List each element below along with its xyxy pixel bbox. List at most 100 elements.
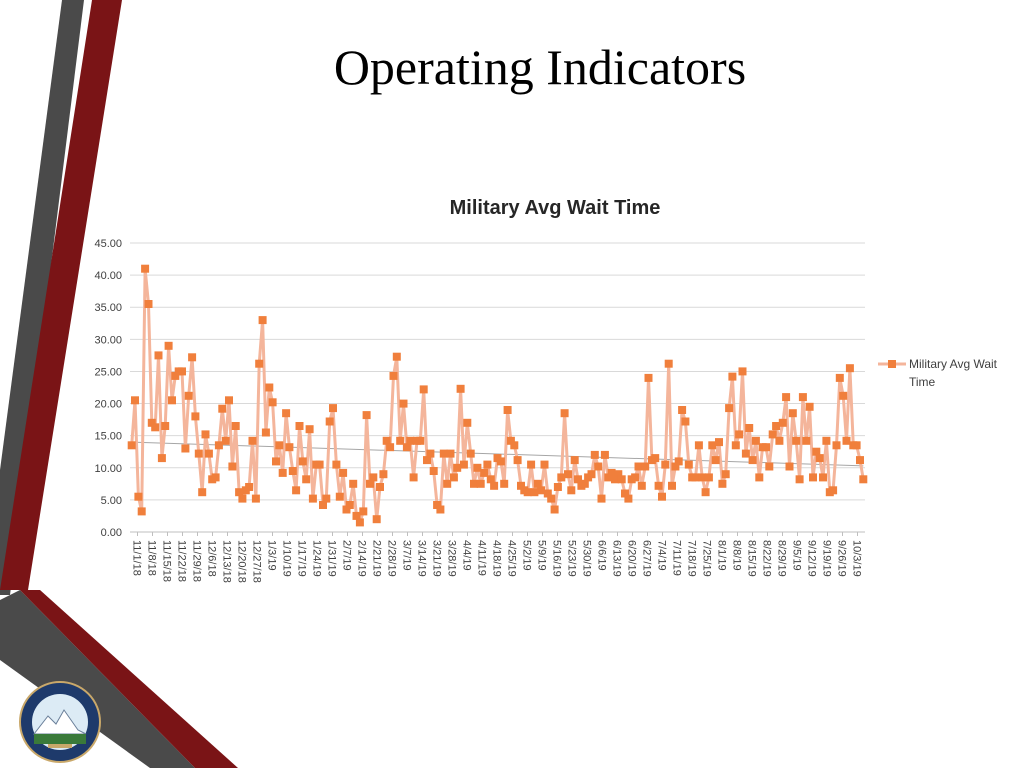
data-point <box>345 501 354 509</box>
x-tick-label: 12/20/18 <box>236 540 248 583</box>
data-point <box>795 475 804 484</box>
data-point <box>768 430 777 439</box>
maroon-bottom-band <box>20 590 238 768</box>
data-point <box>194 449 203 458</box>
data-point <box>161 422 170 430</box>
data-point <box>275 441 284 450</box>
x-tick-label: 1/24/19 <box>311 540 323 577</box>
x-tick-label: 6/27/19 <box>641 540 653 577</box>
data-point <box>570 456 579 465</box>
x-tick-label: 11/8/18 <box>146 540 158 576</box>
data-point <box>235 488 244 497</box>
data-point <box>557 473 566 482</box>
data-point <box>533 479 542 488</box>
data-point <box>587 470 596 479</box>
data-point <box>772 422 781 430</box>
data-point <box>738 367 747 376</box>
data-point <box>463 418 472 427</box>
data-point <box>131 396 139 405</box>
x-tick-label: 11/29/18 <box>191 540 203 582</box>
x-tick-label: 2/14/19 <box>356 540 368 577</box>
data-point <box>785 462 794 471</box>
data-point <box>409 473 418 482</box>
x-tick-label: 6/6/19 <box>596 540 608 571</box>
data-point <box>228 462 237 471</box>
data-point <box>564 470 572 479</box>
x-tick-label: 11/15/18 <box>161 540 173 582</box>
data-point <box>372 515 381 524</box>
data-point <box>845 364 854 373</box>
data-point <box>362 411 371 420</box>
data-point <box>624 494 633 503</box>
x-tick-label: 11/22/18 <box>176 540 188 582</box>
data-point <box>641 462 650 471</box>
legend-label: Military Avg Wait Time <box>909 357 1000 389</box>
data-point <box>792 436 801 445</box>
data-point <box>654 481 663 490</box>
data-point <box>211 473 220 482</box>
x-tick-label: 7/4/19 <box>656 540 668 571</box>
x-tick-label: 7/18/19 <box>686 540 698 577</box>
data-point <box>798 393 807 402</box>
data-point <box>198 488 207 497</box>
data-point <box>201 430 210 439</box>
data-point <box>164 341 173 350</box>
gray-bottom-band <box>0 590 195 768</box>
data-point <box>214 441 223 450</box>
data-point <box>382 436 391 445</box>
data-point <box>396 436 405 445</box>
data-point <box>543 489 552 498</box>
slide-title: Operating Indicators <box>333 39 747 95</box>
x-axis-ticks: 11/1/18 11/8/18 11/15/18 11/22/18 11/29/18 12… <box>131 532 863 583</box>
data-point <box>157 454 166 463</box>
data-point <box>342 505 351 514</box>
data-point <box>839 391 848 400</box>
data-point <box>678 406 687 414</box>
data-point <box>218 404 227 413</box>
data-point <box>476 479 485 488</box>
data-point <box>537 486 546 495</box>
data-point <box>389 371 398 380</box>
data-point <box>423 456 431 465</box>
y-tick-label: 10.00 <box>94 463 122 475</box>
data-point <box>376 483 384 491</box>
data-point <box>456 384 465 393</box>
x-tick-label: 5/30/19 <box>581 540 593 577</box>
data-point <box>547 494 556 503</box>
data-point <box>517 481 525 490</box>
data-point <box>319 501 327 509</box>
data-point <box>715 438 723 447</box>
x-tick-label: 5/9/19 <box>536 540 548 571</box>
data-point <box>453 463 462 472</box>
data-point <box>178 367 186 376</box>
data-point <box>617 475 626 484</box>
data-point <box>402 443 411 452</box>
x-tick-label: 7/11/19 <box>671 540 683 576</box>
data-point <box>829 486 838 495</box>
data-point <box>631 473 640 482</box>
data-point <box>329 404 337 413</box>
data-point <box>147 418 156 427</box>
data-point <box>144 300 153 308</box>
y-tick-label: 15.00 <box>94 431 122 443</box>
x-tick-label: 3/28/19 <box>446 540 458 577</box>
y-tick-label: 45.00 <box>94 238 122 250</box>
data-point <box>225 396 233 405</box>
data-point <box>664 359 673 368</box>
data-point <box>658 492 666 501</box>
data-point <box>765 462 774 471</box>
data-point <box>500 479 509 488</box>
x-tick-label: 8/22/19 <box>761 540 773 577</box>
data-point <box>691 473 700 482</box>
data-point <box>258 316 267 325</box>
data-point <box>439 449 448 458</box>
data-point <box>600 450 609 459</box>
y-axis-ticks: 0.00 5.00 10.00 15.00 20.00 25.00 30.00 35.00 40… <box>94 238 122 539</box>
data-point <box>272 457 280 466</box>
x-tick-label: 5/16/19 <box>551 540 563 577</box>
x-tick-label: 9/12/19 <box>806 540 818 577</box>
data-point <box>470 479 478 488</box>
data-point <box>191 412 200 421</box>
data-point <box>248 436 257 445</box>
data-point <box>513 456 522 465</box>
